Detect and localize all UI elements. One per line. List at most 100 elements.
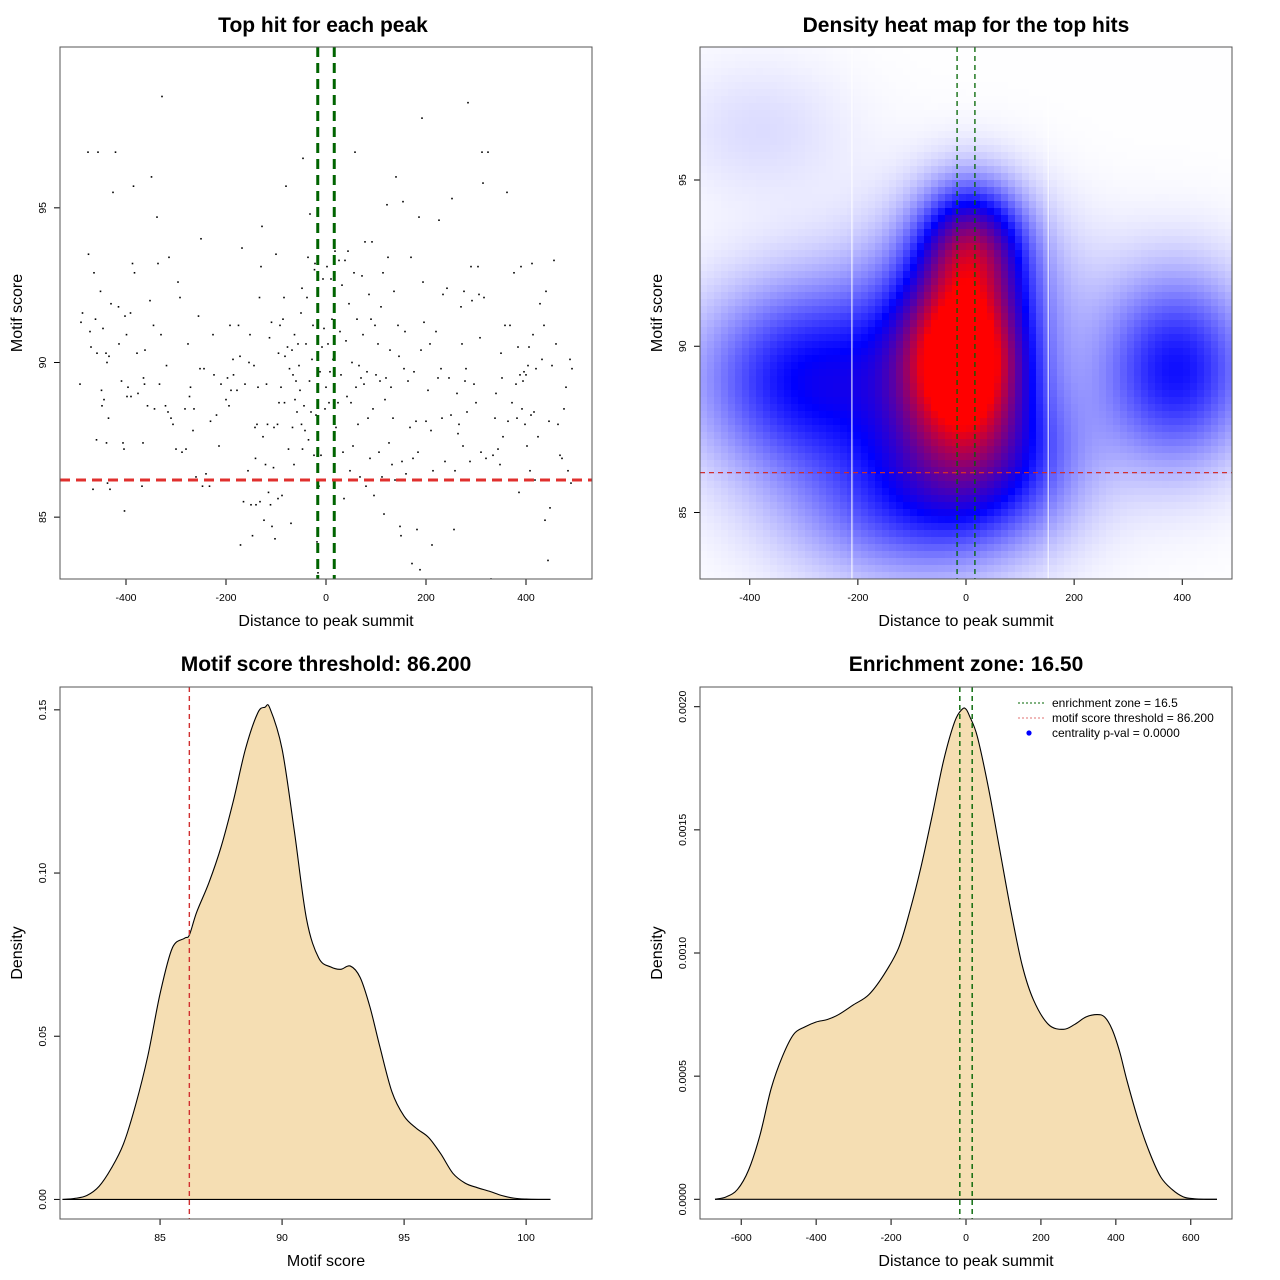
heatmap-cell [1008, 131, 1016, 139]
heatmap-cell [1106, 446, 1114, 454]
heatmap-cell [889, 404, 897, 412]
heatmap-cell [945, 530, 953, 538]
heatmap-cell [1085, 264, 1093, 272]
heatmap-cell [938, 222, 946, 230]
heatmap-cell [931, 404, 939, 412]
heatmap-cell [812, 376, 820, 384]
heatmap-cell [1099, 124, 1107, 132]
heatmap-cell [1113, 502, 1121, 510]
heatmap-cell [1106, 341, 1114, 349]
heatmap-cell [861, 418, 869, 426]
heatmap-cell [819, 68, 827, 76]
heatmap-cell [980, 544, 988, 552]
heatmap-cell [1001, 222, 1009, 230]
heatmap-cell [854, 404, 862, 412]
data-point [179, 296, 181, 299]
heatmap-cell [728, 75, 736, 83]
heatmap-cell [875, 376, 883, 384]
heatmap-cell [903, 194, 911, 202]
heatmap-cell [924, 61, 932, 69]
heatmap-cell [784, 96, 792, 104]
heatmap-cell [728, 376, 736, 384]
heatmap-cell [833, 166, 841, 174]
heatmap-cell [798, 166, 806, 174]
heatmap-cell [777, 320, 785, 328]
heatmap-cell [1015, 537, 1023, 545]
heatmap-cell [770, 397, 778, 405]
heatmap-cell [945, 334, 953, 342]
heatmap-cell [1022, 565, 1030, 573]
heatmap-cell [1050, 362, 1058, 370]
heatmap-cell [1022, 516, 1030, 524]
heatmap-cell [735, 425, 743, 433]
heatmap-cell [931, 47, 939, 55]
heatmap-cell [826, 278, 834, 286]
heatmap-cell [805, 145, 813, 153]
heatmap-cell [721, 215, 729, 223]
heatmap-cell [875, 481, 883, 489]
heatmap-cell [910, 82, 918, 90]
heatmap-cell [987, 75, 995, 83]
heatmap-cell [1057, 488, 1065, 496]
heatmap-cell [798, 432, 806, 440]
heatmap-cell [966, 551, 974, 559]
heatmap-cell [756, 537, 764, 545]
heatmap-cell [798, 565, 806, 573]
heatmap-cell [1057, 334, 1065, 342]
heatmap-cell [1050, 117, 1058, 125]
heatmap-cell [1057, 530, 1065, 538]
heatmap-cell [777, 222, 785, 230]
data-point [164, 404, 167, 407]
heatmap-cell [700, 446, 708, 454]
data-point [105, 442, 108, 444]
heatmap-cell [896, 495, 904, 503]
heatmap-cell [1036, 446, 1044, 454]
heatmap-cell [770, 117, 778, 125]
heatmap-cell [714, 96, 722, 104]
heatmap-cell [980, 236, 988, 244]
heatmap-cell [1043, 96, 1051, 104]
heatmap-cell [924, 474, 932, 482]
heatmap-cell [903, 257, 911, 265]
heatmap-cell [896, 271, 904, 279]
heatmap-cell [966, 250, 974, 258]
heatmap-cell [1071, 96, 1079, 104]
heatmap-cell [980, 306, 988, 314]
heatmap-cell [1092, 292, 1100, 300]
heatmap-cell [1078, 362, 1086, 370]
heatmap-cell [770, 110, 778, 118]
heatmap-cell [749, 418, 757, 426]
data-point [350, 401, 352, 404]
heatmap-cell [1029, 110, 1037, 118]
heatmap-cell [952, 523, 960, 531]
heatmap-cell [924, 516, 932, 524]
heatmap-cell [1057, 68, 1065, 76]
heatmap-cell [700, 306, 708, 314]
heatmap-cell [896, 474, 904, 482]
heatmap-cell [826, 96, 834, 104]
heatmap-cell [903, 390, 911, 398]
heatmap-cell [896, 551, 904, 559]
heatmap-cell [931, 376, 939, 384]
heatmap-cell [868, 257, 876, 265]
heatmap-cell [903, 474, 911, 482]
heatmap-cell [700, 103, 708, 111]
heatmap-cell [1099, 369, 1107, 377]
heatmap-cell [980, 467, 988, 475]
heatmap-cell [840, 110, 848, 118]
heatmap-cell [1022, 82, 1030, 90]
heatmap-cell [1099, 89, 1107, 97]
heatmap-cell [847, 362, 855, 370]
heatmap-cell [1092, 103, 1100, 111]
heatmap-cell [756, 180, 764, 188]
heatmap-cell [1120, 145, 1128, 153]
heatmap-cell [714, 453, 722, 461]
heatmap-cell [1099, 292, 1107, 300]
data-point [292, 374, 294, 376]
data-point [355, 386, 357, 389]
heatmap-cell [1106, 152, 1114, 160]
heatmap-cell [945, 208, 953, 216]
heatmap-cell [854, 299, 862, 307]
heatmap-cell [791, 397, 799, 405]
heatmap-cell [868, 299, 876, 307]
